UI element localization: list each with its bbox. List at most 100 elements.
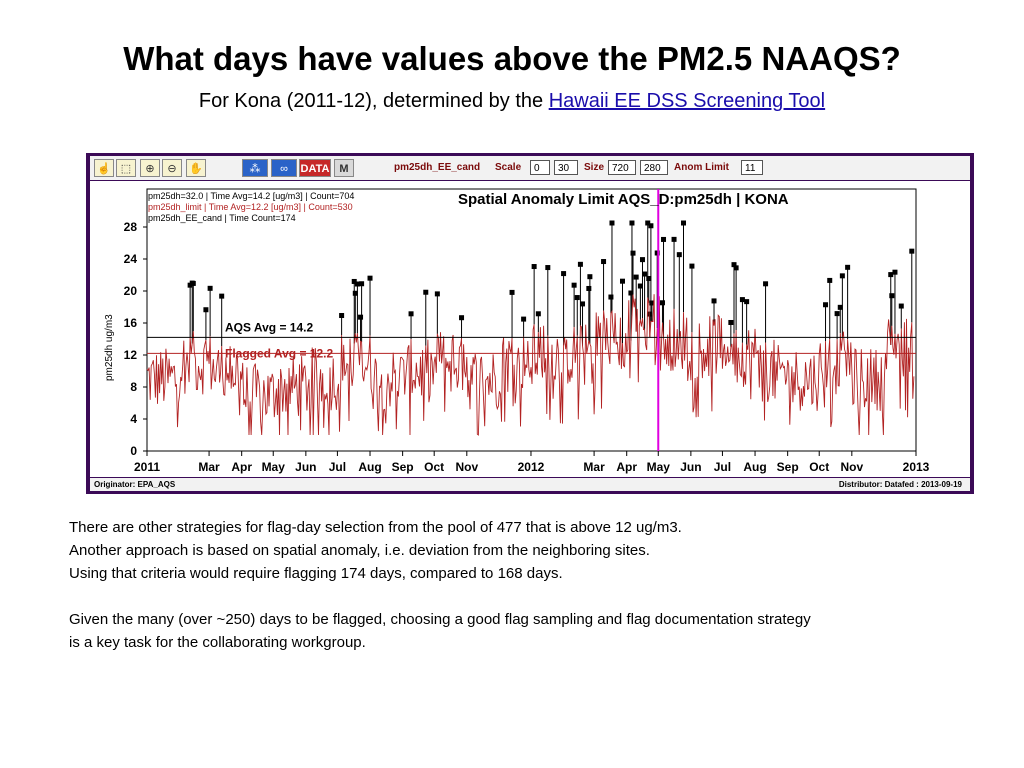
y-tick-label: 4 [130,412,137,426]
ee-candidate-marker [659,300,665,306]
x-tick-label: Oct [809,460,829,474]
ee-candidate-marker [587,274,593,280]
hand-pointer-icon[interactable]: ☝ [94,159,114,177]
ee-candidate-marker [190,280,196,286]
x-tick-label: Apr [616,460,637,474]
ee-candidate-marker [728,319,734,325]
reference-line-label: AQS Avg = 14.2 [225,320,313,334]
dataset-label: pm25dh_EE_cand [394,162,481,173]
ee-candidate-marker [359,281,365,287]
y-tick-label: 12 [124,348,138,362]
subtitle-text: For Kona (2011-12), determined by the [198,90,549,112]
ee-candidate-marker [744,299,750,305]
ee-candidate-marker [676,252,682,258]
size-height-input[interactable]: 280 [640,160,668,175]
zoom-in-icon[interactable]: ⊕ [140,159,160,177]
chart-toolbar: ☝ ⬚ ⊕ ⊖ ✋ ⁂ ∞ DATA M pm25dh_EE_cand Scal… [90,156,970,180]
ee-candidate-marker [521,316,527,322]
x-tick-label: May [647,460,671,474]
ee-candidate-marker [629,220,635,226]
data-button[interactable]: DATA [299,159,331,177]
scale-min-input[interactable]: 0 [530,160,550,175]
distributor-text: Distributor: Datafed : 2013-09-19 [838,480,962,489]
ee-candidate-marker [637,283,643,289]
pan-hand-icon[interactable]: ✋ [186,159,206,177]
screening-tool-link[interactable]: Hawaii EE DSS Screening Tool [548,90,826,112]
y-tick-label: 28 [124,220,138,234]
ee-candidate-marker [823,302,829,308]
ee-candidate-marker [586,285,592,291]
anom-limit-input[interactable]: 11 [741,160,763,175]
chart-title: Spatial Anomaly Limit AQS_D:pm25dh | KON… [458,191,789,208]
size-width-input[interactable]: 720 [608,160,636,175]
ee-candidate-marker [580,301,586,307]
ee-candidate-marker [339,313,345,319]
ee-candidate-marker [423,289,429,295]
x-axis: 2011 Mar Apr May Jun Jul Aug Sep Oct Nov 2012 Mar Ap… [134,451,930,474]
ee-candidate-marker [827,277,833,283]
series-layer [146,220,915,436]
ee-candidate-marker [689,263,695,269]
pm25-timeseries-chart: 0 4 8 12 16 20 24 28 2011 Mar Apr May Jun Jul Aug Sep O… [104,188,930,474]
ee-candidate-marker [763,281,769,287]
reference-line-label: Flagged Avg = 12.2 [225,346,333,360]
ee-candidate-marker [645,220,651,226]
ee-candidate-marker [733,265,739,271]
ee-candidate-marker [898,303,904,309]
ee-candidate-marker [434,291,440,297]
body-text: There are other strategies for flag-day … [69,516,989,654]
ee-candidate-marker [531,264,537,270]
reference-lines: AQS Avg = 14.2 Flagged Avg = 12.2 [147,189,916,451]
ee-candidate-marker [648,223,654,229]
ee-candidate-marker [661,236,667,242]
ee-candidate-marker [649,300,655,306]
slide-subtitle: For Kona (2011-12), determined by the Ha… [0,90,1024,113]
x-tick-label: Mar [198,460,220,474]
network-icon[interactable]: ⁂ [242,159,268,177]
body-line: Another approach is based on spatial ano… [69,542,650,559]
x-tick-label: Apr [231,460,252,474]
body-line: There are other strategies for flag-day … [69,519,682,536]
ee-candidate-marker [739,297,745,303]
ee-candidate-marker [545,265,551,271]
ee-candidate-marker [601,259,607,265]
legend: pm25dh=32.0 | Time Avg=14.2 [ug/m3] | Co… [148,191,354,223]
plot-frame [146,188,917,452]
size-label: Size [584,162,605,173]
ee-candidate-marker [839,273,845,279]
m-button[interactable]: M [334,159,354,177]
y-tick-label: 8 [130,380,137,394]
ee-candidate-marker [459,315,465,321]
x-tick-label: Oct [424,460,444,474]
originator-text: Originator: EPA_AQS [94,480,176,489]
ee-candidate-marker [203,307,209,313]
legend-entry: pm25dh_limit | Time Avg=12.2 [ug/m3] | C… [148,202,353,212]
ee-candidate-marker [711,298,717,304]
x-tick-label: 2012 [518,460,545,474]
x-tick-label: Mar [583,460,605,474]
ee-candidate-marker [909,248,915,254]
x-tick-label: Jun [680,460,701,474]
slide-title: What days have values above the PM2.5 NA… [123,40,901,77]
ee-candidate-marker [351,278,357,284]
zoom-out-icon[interactable]: ⊖ [162,159,182,177]
ee-candidate-marker [509,289,515,295]
ee-candidate-marker [628,290,634,296]
x-tick-label: Jul [714,460,731,474]
x-tick-label: Jul [329,460,346,474]
ee-candidate-marker [630,250,636,256]
ee-candidate-marker [207,285,213,291]
ee-candidate-marker [609,220,615,226]
chart-footer: Originator: EPA_AQS Distributor: Datafed… [90,478,970,491]
y-tick-label: 16 [124,316,138,330]
body-line: Given the many (over ~250) days to be fl… [69,611,811,628]
select-icon[interactable]: ⬚ [116,159,136,177]
anom-limit-label: Anom Limit [674,162,729,173]
chart-panel: ☝ ⬚ ⊕ ⊖ ✋ ⁂ ∞ DATA M pm25dh_EE_cand Scal… [86,153,974,494]
scale-max-input[interactable]: 30 [554,160,578,175]
ee-candidate-marker [219,293,225,299]
ee-candidate-marker [654,250,660,256]
link-icon[interactable]: ∞ [271,159,297,177]
y-axis: 0 4 8 12 16 20 24 28 [124,188,917,458]
ee-candidate-marker [561,271,567,277]
